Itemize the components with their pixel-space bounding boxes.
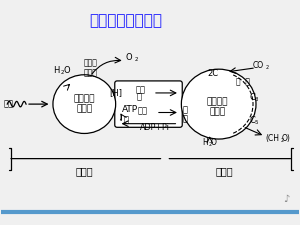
Circle shape [182, 69, 256, 139]
Text: 叶绿体中
的色素: 叶绿体中 的色素 [74, 94, 95, 114]
Text: 供能: 供能 [137, 107, 148, 116]
Text: ♪: ♪ [283, 194, 289, 204]
Text: 酶: 酶 [137, 93, 142, 102]
Text: 酶: 酶 [123, 115, 128, 124]
Text: 光反应: 光反应 [76, 166, 93, 176]
Text: H: H [53, 66, 59, 75]
Text: 2: 2 [209, 142, 212, 147]
Text: (CH: (CH [266, 134, 279, 143]
Text: 2: 2 [135, 57, 138, 62]
Text: 2: 2 [280, 138, 283, 143]
FancyBboxPatch shape [115, 81, 182, 127]
Text: 5: 5 [255, 120, 258, 125]
Circle shape [53, 75, 116, 133]
Text: ADP+Pi: ADP+Pi [140, 123, 169, 132]
Text: O: O [211, 138, 217, 147]
Text: 光合作用过程图解: 光合作用过程图解 [90, 13, 163, 28]
Text: 3: 3 [255, 97, 258, 101]
Text: 固  定: 固 定 [236, 77, 250, 86]
Text: O: O [126, 53, 132, 62]
Text: 光能: 光能 [4, 100, 14, 109]
Text: 暗反应: 暗反应 [216, 166, 233, 176]
Text: 2C: 2C [207, 70, 218, 79]
Text: O: O [63, 66, 70, 75]
Text: 水在光
下分解: 水在光 下分解 [83, 58, 97, 77]
Text: 2: 2 [266, 65, 268, 70]
Text: ATP: ATP [122, 105, 138, 114]
Text: O): O) [281, 134, 290, 143]
Text: 多种酶参
加催化: 多种酶参 加催化 [206, 97, 228, 117]
Text: CO: CO [253, 61, 264, 70]
Text: [H]: [H] [109, 88, 122, 97]
Text: 2: 2 [60, 70, 64, 75]
Text: C: C [249, 116, 255, 125]
Text: 还: 还 [183, 105, 188, 114]
Text: 原: 原 [183, 114, 188, 123]
Text: 供氢: 供氢 [136, 85, 146, 94]
Text: H: H [202, 138, 208, 147]
Text: C: C [249, 93, 255, 102]
